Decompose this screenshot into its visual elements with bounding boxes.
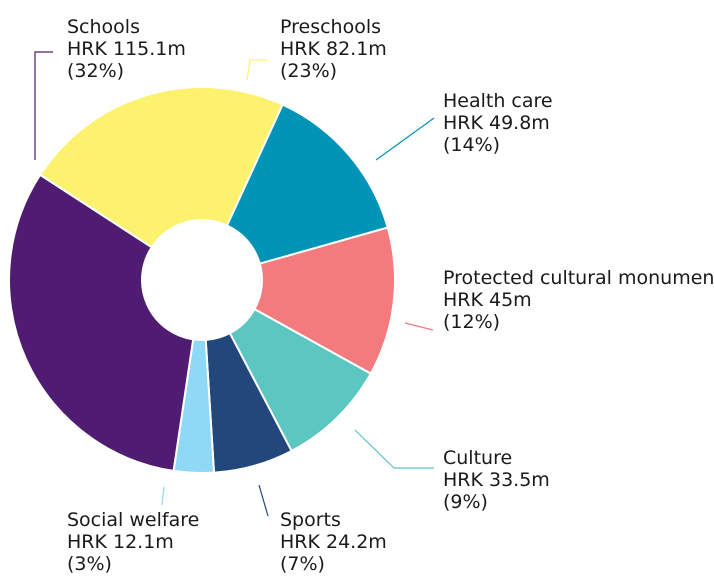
slice-protected-cultural-monuments — [253, 226, 396, 375]
value-label-sports: HRK 24.2m — [280, 531, 387, 553]
leader-line-protected-cultural-monuments — [404, 322, 434, 331]
percent-label-preschools: (23%) — [280, 60, 337, 82]
category-label-social-welfare: Social welfare — [67, 509, 199, 531]
category-label-schools: Schools — [67, 16, 140, 38]
value-label-preschools: HRK 82.1m — [280, 38, 387, 60]
leader-line-schools — [34, 51, 53, 160]
value-label-culture: HRK 33.5m — [443, 469, 550, 491]
percent-label-schools: (32%) — [67, 60, 124, 82]
percent-label-protected-cultural-monuments: (12%) — [443, 311, 500, 333]
value-label-schools: HRK 115.1m — [67, 38, 186, 60]
category-label-health-care: Health care — [443, 90, 553, 112]
leader-line-social-welfare — [161, 486, 165, 506]
category-label-culture: Culture — [443, 447, 512, 469]
slice-schools — [8, 173, 195, 473]
value-label-social-welfare: HRK 12.1m — [67, 531, 174, 553]
leader-line-health-care — [375, 117, 435, 161]
category-label-protected-cultural-monuments: Protected cultural monuments — [443, 267, 714, 289]
value-label-health-care: HRK 49.8m — [443, 112, 550, 134]
slice-health-care — [225, 103, 389, 265]
leader-line-sports — [258, 484, 269, 517]
slice-preschools — [38, 86, 284, 249]
percent-label-sports: (7%) — [280, 553, 325, 575]
category-label-sports: Sports — [280, 509, 341, 531]
leader-line-preschools — [246, 59, 268, 81]
percent-label-culture: (9%) — [443, 491, 488, 513]
category-label-preschools: Preschools — [280, 16, 381, 38]
percent-label-health-care: (14%) — [443, 134, 500, 156]
percent-label-social-welfare: (3%) — [67, 553, 112, 575]
value-label-protected-cultural-monuments: HRK 45m — [443, 289, 532, 311]
leader-line-culture — [354, 429, 434, 469]
